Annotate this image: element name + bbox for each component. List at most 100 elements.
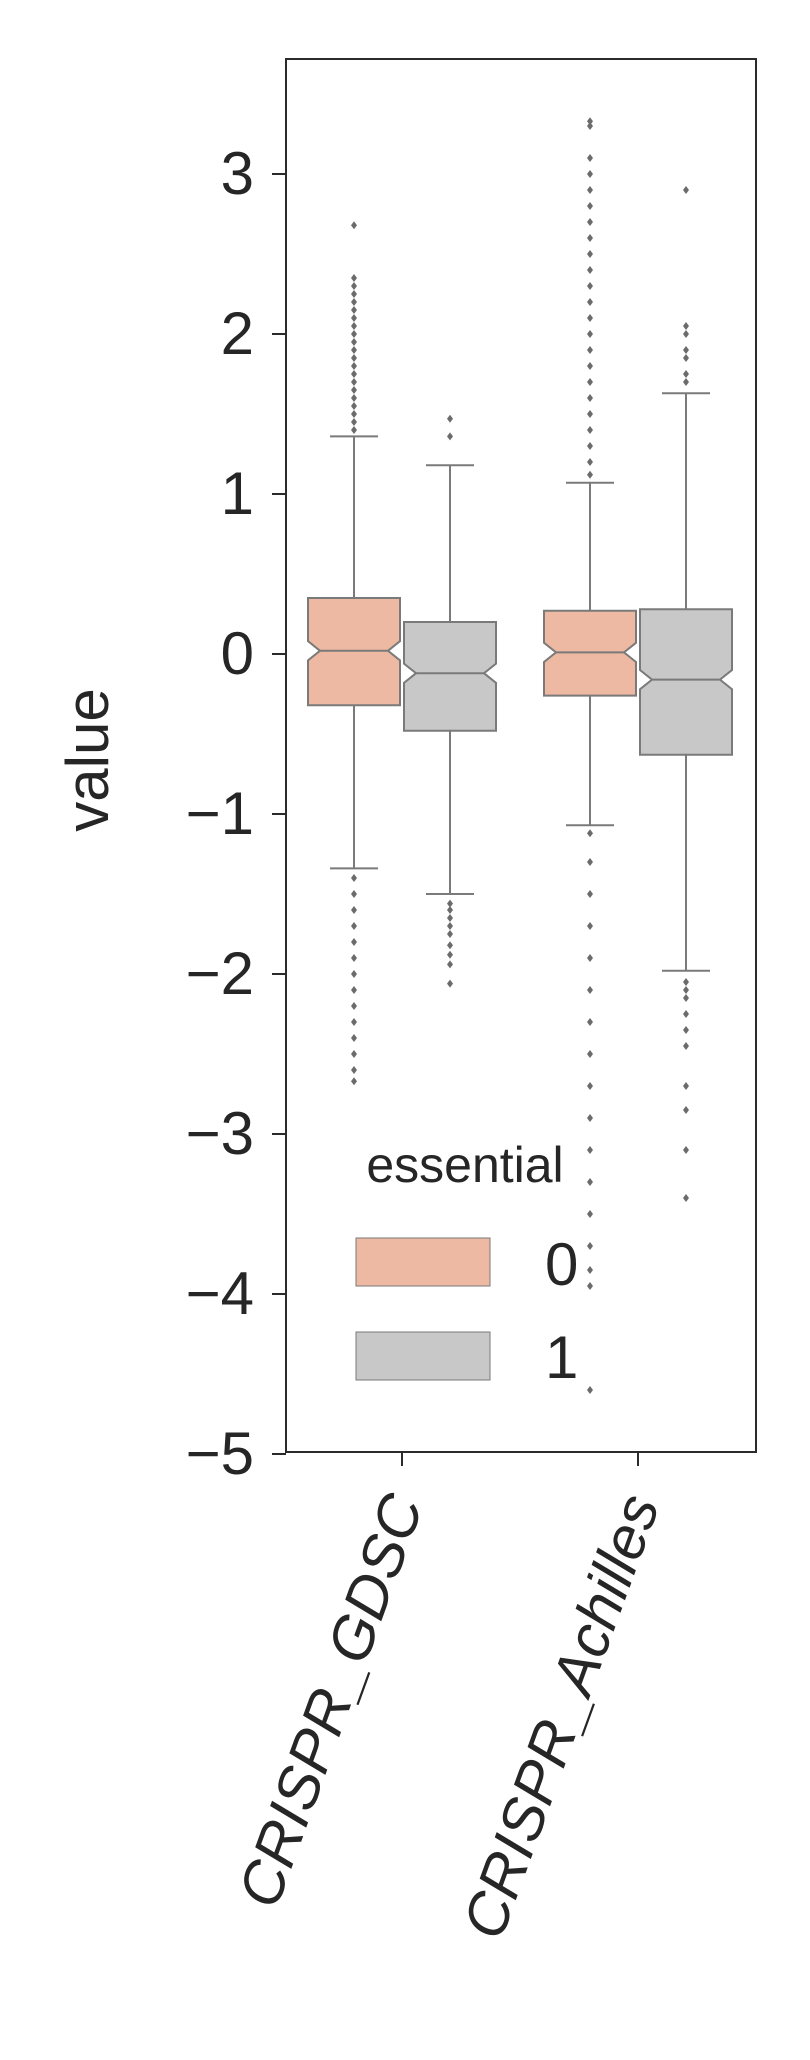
outlier-point: [351, 426, 357, 434]
outlier-point: [587, 170, 593, 178]
outlier-point: [683, 1106, 689, 1114]
y-axis-label: value: [54, 688, 121, 831]
outlier-point: [683, 978, 689, 986]
outlier-point: [683, 1082, 689, 1090]
outlier-point: [587, 858, 593, 866]
outlier-point: [351, 346, 357, 354]
y-tick-label: −1: [186, 780, 254, 847]
outlier-point: [587, 922, 593, 930]
outlier-point: [351, 394, 357, 402]
outlier-point: [351, 322, 357, 330]
y-tick-label: −2: [186, 940, 254, 1007]
x-axis: CRISPR_GDSC CRISPR_Achilles: [225, 1452, 672, 1947]
outlier-point: [683, 994, 689, 1002]
outlier-point: [351, 1018, 357, 1026]
outlier-point: [587, 117, 593, 126]
y-axis: 3 2 1 0 −1 −2 −3 −4 −5: [186, 140, 286, 1487]
outlier-point: [351, 890, 357, 898]
outlier-point: [587, 218, 593, 226]
outlier-point: [683, 346, 689, 354]
outlier-point: [447, 432, 453, 441]
outlier-point: [351, 410, 357, 418]
y-tick-label: 0: [221, 620, 254, 687]
outlier-point: [351, 1002, 357, 1010]
outlier-point: [351, 986, 357, 994]
outlier-point: [683, 1042, 689, 1050]
outlier-point: [587, 362, 593, 370]
outlier-point: [587, 346, 593, 354]
outlier-point: [587, 1210, 593, 1218]
legend-label-1: 1: [545, 1324, 578, 1391]
outlier-point: [587, 314, 593, 322]
outlier-point: [683, 186, 689, 194]
outlier-point: [587, 250, 593, 258]
box-body: [639, 608, 733, 756]
outlier-point: [587, 426, 593, 434]
outlier-point: [587, 410, 593, 418]
outlier-point: [351, 1050, 357, 1058]
plot-content: [307, 117, 733, 1394]
outlier-point: [351, 282, 357, 290]
legend-label-0: 0: [545, 1231, 578, 1298]
outlier-point: [351, 954, 357, 962]
legend-swatch-0: [355, 1237, 491, 1287]
outlier-point: [351, 874, 357, 882]
outlier-point: [447, 979, 453, 988]
axes-frame: [285, 58, 757, 1453]
outlier-point: [587, 1282, 593, 1290]
outlier-point: [351, 338, 357, 346]
outlier-point: [447, 960, 453, 969]
outlier-point: [447, 414, 453, 423]
outlier-point: [351, 298, 357, 306]
outlier-point: [683, 1026, 689, 1034]
outlier-point: [447, 914, 453, 922]
outlier-point: [351, 370, 357, 378]
outlier-point: [587, 154, 593, 162]
outlier-point: [351, 290, 357, 298]
outlier-point: [683, 322, 689, 330]
box-series-1-CRISPR_Achilles: [639, 186, 733, 1202]
outlier-point: [587, 1018, 593, 1026]
outlier-point: [351, 906, 357, 914]
outlier-point: [447, 941, 453, 950]
outlier-point: [351, 1034, 357, 1042]
outlier-point: [447, 922, 453, 930]
y-tick-label: −4: [186, 1260, 254, 1327]
outlier-point: [683, 1194, 689, 1202]
outlier-point: [587, 986, 593, 994]
outlier-point: [351, 330, 357, 338]
outlier-point: [587, 470, 593, 479]
x-tick-label: CRISPR_Achilles: [450, 1486, 673, 1948]
outlier-point: [587, 1050, 593, 1058]
outlier-point: [587, 1386, 593, 1394]
outlier-point: [587, 1266, 593, 1274]
outlier-point: [587, 1178, 593, 1186]
outlier-point: [587, 829, 593, 838]
outlier-point: [587, 1082, 593, 1090]
outlier-point: [587, 1242, 593, 1250]
outlier-point: [587, 954, 593, 962]
outlier-point: [351, 418, 357, 426]
y-tick-label: −3: [186, 1100, 254, 1167]
outlier-point: [587, 298, 593, 306]
outlier-point: [351, 378, 357, 386]
box-series-0-CRISPR_Achilles: [543, 117, 637, 1394]
outlier-point: [587, 458, 593, 466]
outlier-point: [447, 899, 453, 908]
outlier-point: [351, 306, 357, 314]
outlier-point: [683, 330, 689, 338]
outlier-point: [351, 922, 357, 930]
outlier-point: [683, 354, 689, 362]
outlier-point: [587, 1114, 593, 1122]
outlier-point: [587, 1146, 593, 1154]
outlier-point: [587, 122, 593, 130]
outlier-point: [351, 362, 357, 370]
outlier-point: [587, 202, 593, 210]
outlier-point: [351, 314, 357, 322]
outlier-point: [683, 1146, 689, 1154]
outlier-point: [351, 386, 357, 394]
outlier-point: [587, 330, 593, 338]
y-tick-label: 3: [221, 140, 254, 207]
x-tick-label: CRISPR_GDSC: [225, 1485, 436, 1916]
